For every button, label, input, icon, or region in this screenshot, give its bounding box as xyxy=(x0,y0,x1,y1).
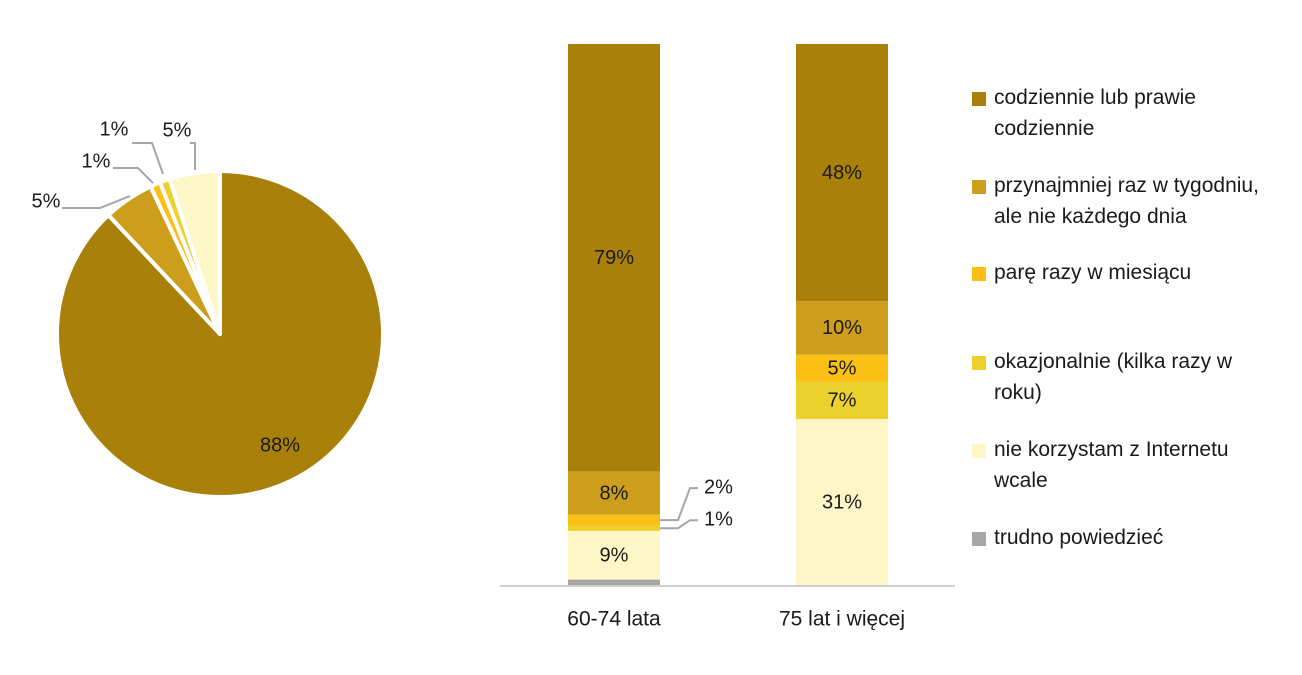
bar-segment xyxy=(568,579,660,585)
bar-data-label: 31% xyxy=(822,491,862,513)
pie-data-label: 5% xyxy=(163,119,192,141)
pie-data-label: 88% xyxy=(260,434,300,456)
x-tick-label: 60-74 lata xyxy=(567,608,661,631)
pie-data-label: 1% xyxy=(82,150,111,172)
pie-data-label: 1% xyxy=(100,118,129,140)
legend-label-weekly: przynajmniej raz w tygodniu, ale nie każ… xyxy=(994,174,1259,228)
legend-item-daily: codziennie lub prawie codziennie xyxy=(972,82,1284,144)
x-tick-label: 75 lat i więcej xyxy=(779,608,905,631)
bar-data-label: 1% xyxy=(704,508,733,530)
bar-segment xyxy=(796,44,888,302)
stacked-bar-chart: 9% 1% 2% 8% 79% 60-74 lata 31% 7% 5% 10% 48% 75 lat… xyxy=(500,44,955,631)
bar-data-label: 9% xyxy=(600,545,629,567)
legend-item-never: nie korzystam z Internetu wcale xyxy=(972,434,1284,496)
bar-segment xyxy=(568,44,660,472)
bar-segment xyxy=(796,418,888,585)
legend: codziennie lub prawie codziennie przynaj… xyxy=(972,0,1292,675)
pie-leader-line xyxy=(132,142,164,175)
legend-swatch-hard-to-say xyxy=(972,532,986,546)
bar-segment xyxy=(568,471,660,515)
pie-data-label: 5% xyxy=(32,190,61,212)
bar-leader-line xyxy=(660,519,698,530)
pie-slice xyxy=(167,169,222,336)
legend-swatch-never xyxy=(972,444,986,458)
bar-segment xyxy=(568,530,660,580)
bar-segment xyxy=(568,525,660,531)
bar-data-label: 7% xyxy=(828,389,857,411)
legend-swatch-monthly xyxy=(972,267,986,281)
bar-segment xyxy=(568,514,660,526)
bar-data-label: 48% xyxy=(822,162,862,184)
bar-data-label: 79% xyxy=(594,247,634,269)
legend-swatch-daily xyxy=(972,92,986,106)
pie-leader-line xyxy=(62,195,131,209)
pie-leader-line xyxy=(190,142,196,170)
legend-item-monthly: parę razy w miesiącu xyxy=(972,257,1284,288)
bar-data-label: 5% xyxy=(828,357,857,379)
legend-item-hard-to-say: trudno powiedzieć xyxy=(972,522,1284,553)
bar-segment xyxy=(796,354,888,382)
bar-data-label: 8% xyxy=(600,482,629,504)
bar-leader-line xyxy=(660,487,698,522)
legend-label-never: nie korzystam z Internetu wcale xyxy=(994,438,1229,492)
pie-chart: 88% 5% 1% 1% 5% xyxy=(32,118,385,499)
legend-label-monthly: parę razy w miesiącu xyxy=(994,261,1192,284)
bar-segment xyxy=(796,301,888,355)
pie-leader-line xyxy=(113,167,154,184)
bar-data-label: 2% xyxy=(704,476,733,498)
legend-swatch-weekly xyxy=(972,180,986,194)
legend-swatch-occasional xyxy=(972,356,986,370)
legend-label-occasional: okazjonalnie (kilka razy w roku) xyxy=(994,350,1233,404)
legend-item-weekly: przynajmniej raz w tygodniu, ale nie każ… xyxy=(972,170,1284,232)
bar-segment xyxy=(796,381,888,419)
legend-label-hard-to-say: trudno powiedzieć xyxy=(994,526,1164,549)
bar-data-label: 10% xyxy=(822,317,862,339)
legend-label-daily: codziennie lub prawie codziennie xyxy=(994,86,1196,140)
legend-item-occasional: okazjonalnie (kilka razy w roku) xyxy=(972,346,1284,408)
